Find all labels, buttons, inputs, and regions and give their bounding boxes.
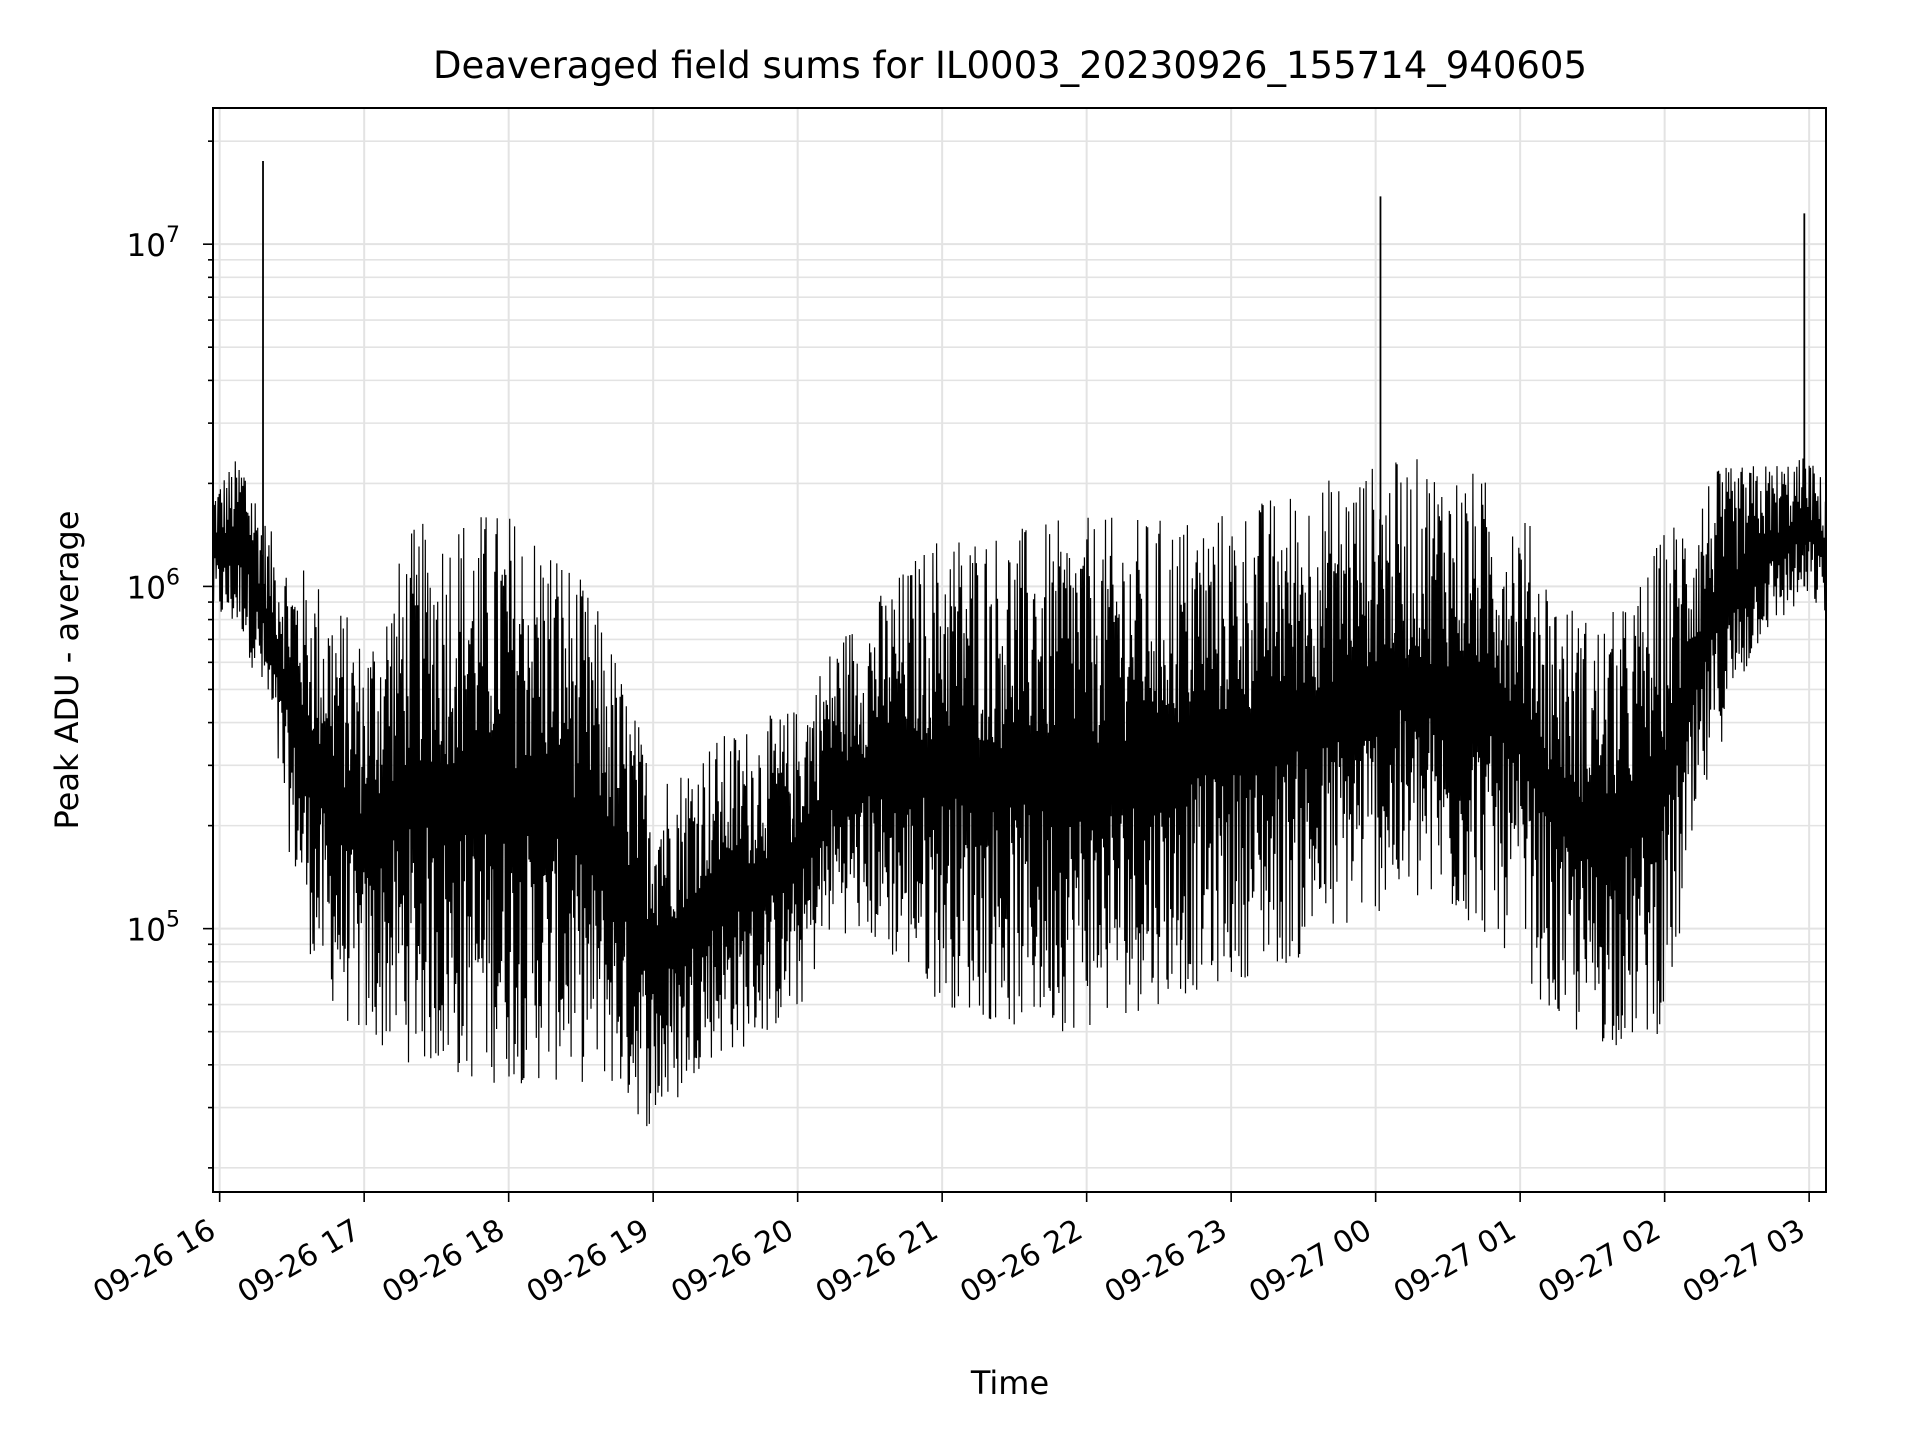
x-tick-label: 09-26 19 (521, 1213, 655, 1311)
x-tick-label: 09-26 18 (376, 1213, 510, 1311)
x-tick-label: 09-26 21 (810, 1213, 944, 1311)
x-tick-label: 09-26 17 (232, 1213, 366, 1311)
series-line (212, 458, 1827, 1127)
y-axis-label: Peak ADU - average (48, 511, 86, 830)
x-tick-label: 09-27 01 (1388, 1213, 1522, 1311)
plot-frame (212, 107, 1827, 1193)
y-tick-label: 105 (127, 908, 180, 949)
data-series (212, 161, 1827, 1127)
y-tick-label: 107 (127, 223, 180, 264)
y-tick-label: 106 (127, 565, 180, 606)
x-tick-label: 09-27 03 (1677, 1213, 1811, 1311)
x-tick-label: 09-26 22 (954, 1213, 1088, 1311)
y-axis-ticks: 105 106 107 (127, 140, 213, 1169)
x-tick-label: 09-26 16 (87, 1213, 221, 1311)
x-tick-label: 09-27 00 (1243, 1213, 1377, 1311)
x-tick-label: 09-27 02 (1532, 1213, 1666, 1311)
x-tick-label: 09-26 20 (665, 1213, 799, 1311)
x-tick-label: 09-26 23 (1099, 1213, 1233, 1311)
x-axis-label: Time (970, 1364, 1049, 1402)
chart-title: Deaveraged field sums for IL0003_2023092… (433, 44, 1587, 87)
x-axis-ticks: 09-26 16 09-26 17 09-26 18 09-26 19 09-26 20… (87, 1192, 1811, 1310)
